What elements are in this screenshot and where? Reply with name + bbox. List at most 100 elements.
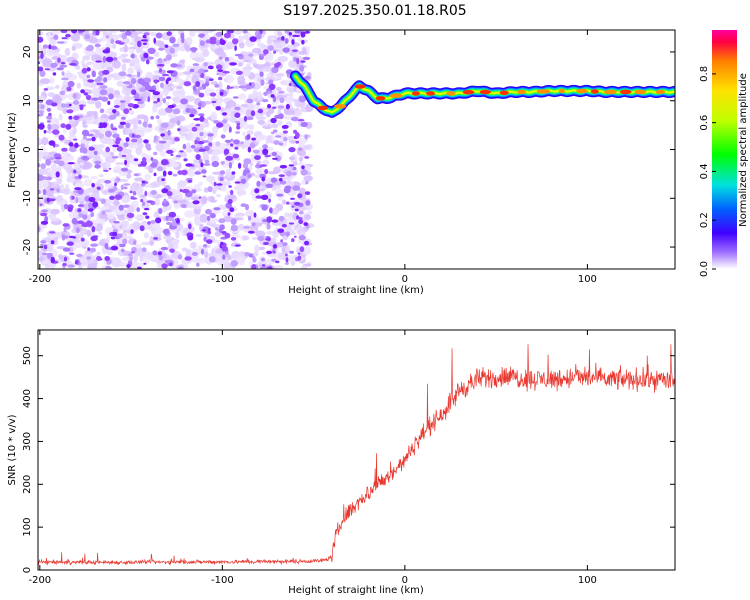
- noise-speckle: [77, 220, 84, 224]
- noise-speckle: [135, 147, 143, 155]
- ridge-hotspot: [479, 89, 491, 95]
- noise-speckle: [284, 185, 292, 190]
- noise-speckle: [204, 159, 210, 164]
- noise-speckle: [299, 246, 305, 253]
- noise-speckle: [38, 151, 44, 159]
- noise-speckle: [303, 222, 309, 227]
- noise-speckle: [271, 258, 277, 262]
- noise-speckle: [213, 182, 217, 186]
- noise-speckle: [300, 121, 308, 127]
- noise-speckle: [223, 148, 230, 155]
- noise-speckle: [194, 171, 202, 175]
- noise-speckle: [294, 109, 303, 117]
- noise-speckle: [262, 65, 273, 72]
- noise-speckle: [50, 256, 55, 263]
- noise-speckle: [43, 129, 47, 134]
- noise-speckle: [112, 60, 121, 69]
- ridge-hotspot: [446, 91, 456, 96]
- noise-speckle: [237, 80, 246, 86]
- noise-speckle: [267, 104, 272, 109]
- noise-speckle: [150, 220, 156, 224]
- noise-speckle: [133, 240, 137, 245]
- noise-speckle: [203, 69, 209, 73]
- noise-speckle: [76, 253, 83, 257]
- noise-speckle: [127, 253, 133, 257]
- noise-speckle: [216, 94, 222, 99]
- noise-speckle: [162, 170, 167, 177]
- noise-speckle: [199, 40, 206, 47]
- noise-speckle: [304, 75, 311, 80]
- noise-speckle: [150, 181, 162, 188]
- noise-speckle: [238, 85, 246, 89]
- spectrogram-y-label: Frequency (Hz): [7, 112, 18, 188]
- noise-speckle: [194, 139, 198, 145]
- noise-speckle: [75, 196, 79, 204]
- x-tick-label: -200: [28, 575, 51, 586]
- noise-speckle: [278, 196, 282, 201]
- noise-speckle: [155, 222, 160, 229]
- noise-speckle: [55, 171, 60, 178]
- noise-speckle: [181, 59, 186, 64]
- noise-speckle: [61, 234, 66, 241]
- noise-speckle: [179, 189, 183, 192]
- noise-speckle: [232, 38, 239, 45]
- noise-speckle: [85, 138, 93, 141]
- noise-speckle: [56, 188, 60, 193]
- noise-speckle: [86, 100, 97, 105]
- noise-speckle: [142, 121, 148, 128]
- noise-speckle: [297, 119, 305, 122]
- noise-speckle: [268, 79, 274, 85]
- ridge-hotspot: [499, 90, 509, 96]
- x-tick-label: -100: [211, 274, 234, 285]
- noise-speckle: [188, 130, 193, 140]
- noise-speckle: [306, 171, 312, 176]
- noise-speckle: [173, 200, 179, 204]
- noise-speckle: [168, 211, 177, 218]
- noise-speckle: [82, 155, 88, 160]
- noise-speckle: [118, 124, 124, 129]
- noise-speckle: [219, 56, 223, 60]
- noise-speckle: [229, 207, 235, 213]
- noise-speckle: [121, 116, 126, 120]
- noise-speckle: [300, 169, 308, 176]
- noise-speckle: [219, 170, 226, 175]
- noise-speckle: [243, 169, 251, 174]
- noise-speckle: [272, 96, 277, 103]
- noise-speckle: [150, 190, 157, 195]
- noise-speckle: [108, 93, 114, 100]
- noise-speckle: [85, 116, 95, 120]
- noise-speckle: [175, 115, 186, 122]
- noise-speckle: [196, 257, 207, 264]
- noise-speckle: [113, 57, 118, 61]
- noise-speckle: [125, 30, 132, 36]
- noise-speckle: [131, 89, 137, 95]
- noise-speckle: [52, 129, 60, 135]
- noise-speckle: [66, 241, 74, 246]
- x-tick-label: 0: [402, 575, 408, 586]
- noise-speckle: [74, 182, 85, 189]
- noise-speckle: [263, 91, 268, 96]
- noise-speckle: [255, 30, 259, 37]
- noise-speckle: [120, 38, 127, 43]
- noise-speckle: [99, 139, 109, 143]
- noise-speckle: [279, 180, 287, 185]
- noise-speckle: [260, 194, 269, 200]
- noise-speckle: [109, 195, 115, 200]
- noise-speckle: [208, 78, 214, 81]
- noise-speckle: [122, 81, 131, 85]
- ridge-hotspot: [462, 90, 475, 95]
- noise-speckle: [296, 57, 300, 65]
- noise-speckle: [219, 224, 225, 231]
- noise-speckle: [137, 40, 141, 48]
- noise-speckle: [255, 195, 263, 199]
- noise-speckle: [167, 217, 175, 222]
- noise-speckle: [279, 164, 288, 169]
- noise-speckle: [80, 237, 85, 242]
- noise-speckle: [227, 199, 233, 204]
- noise-speckle: [82, 135, 87, 140]
- noise-speckle: [272, 106, 277, 109]
- noise-speckle: [243, 123, 249, 130]
- noise-speckle: [267, 266, 273, 269]
- noise-speckle: [266, 250, 273, 255]
- noise-speckle: [200, 248, 205, 255]
